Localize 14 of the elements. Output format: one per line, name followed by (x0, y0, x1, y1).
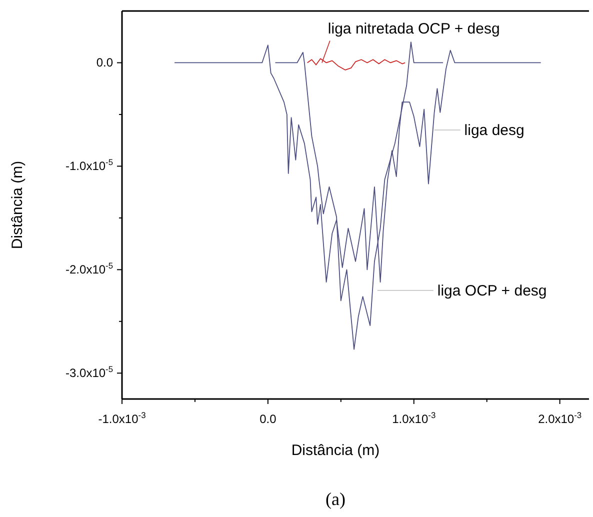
x-axis-title: Distância (m) (291, 442, 380, 459)
x-tick-label: 0.0 (260, 412, 277, 426)
y-tick-label: -2.0x10$^{-5}$ (66, 260, 114, 277)
text: (a) (326, 489, 346, 509)
annotation: liga nitretada OCP + desg (328, 20, 500, 38)
y-tick-label: -1.0x10$^{-5}$ (66, 157, 114, 174)
annotation: liga desg (464, 122, 524, 139)
y-tick-label: 0.0 (96, 56, 114, 70)
x-tick-label: 1.0x10$^{-3}$ (392, 410, 436, 426)
x-tick-label: 2.0x10$^{-3}$ (538, 410, 582, 426)
y-axis-title: Distância (m) (9, 160, 26, 250)
annotation: liga OCP + desg (437, 282, 547, 300)
y-tick-label: -3.0x10$^{-5}$ (66, 364, 114, 380)
x-tick-label: -1.0x10$^{-3}$ (98, 410, 146, 426)
